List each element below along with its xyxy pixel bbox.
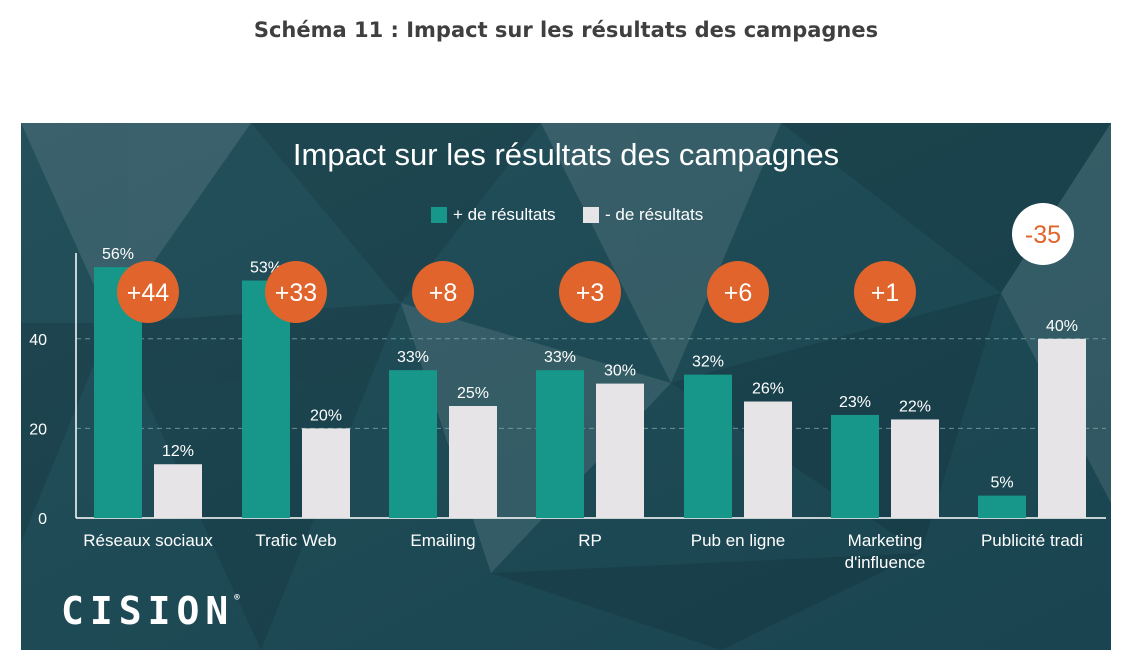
bar-minus	[154, 464, 202, 518]
bar-value-label: 22%	[899, 398, 931, 415]
difference-badge-label: +33	[275, 279, 317, 307]
category-labels: Réseaux sociaux Trafic Web Emailing RP Pub e…	[83, 531, 1083, 572]
y-tick-label: 40	[29, 332, 47, 349]
bar-plus	[536, 370, 584, 518]
bar-value-label: 5%	[990, 475, 1013, 492]
bar-value-label: 12%	[162, 443, 194, 460]
bar-plus	[242, 280, 290, 518]
chart-title: Impact sur les résultats des campagnes	[292, 137, 840, 172]
difference-badge-negative	[1012, 203, 1074, 265]
bar-minus	[302, 428, 350, 518]
bar-value-label: 20%	[310, 407, 342, 424]
category-label: Marketing d'influence	[845, 531, 926, 572]
bar-minus	[744, 401, 792, 518]
category-label: Publicité tradi	[981, 531, 1083, 550]
difference-badge-label: +8	[429, 279, 458, 307]
bar-minus	[449, 406, 497, 518]
difference-badge	[559, 261, 621, 323]
bars	[94, 267, 1086, 518]
bar-value-label: 33%	[544, 349, 576, 366]
legend-label-minus: - de résultats	[605, 205, 704, 224]
bar-value-label: 26%	[752, 381, 784, 398]
bar-plus	[389, 370, 437, 518]
cision-logo: CISION®	[61, 589, 240, 633]
bar-value-label: 32%	[692, 354, 724, 371]
difference-badge	[412, 261, 474, 323]
y-tick-label: 20	[29, 421, 47, 438]
page-caption: Schéma 11 : Impact sur les résultats des…	[253, 18, 879, 42]
bar-minus	[596, 383, 644, 518]
difference-badge-label: -35	[1025, 221, 1061, 249]
difference-badge-label: +3	[576, 279, 605, 307]
difference-badge-label: +44	[127, 279, 170, 307]
difference-badge	[854, 261, 916, 323]
legend-swatch-plus	[431, 207, 447, 223]
bar-minus	[891, 419, 939, 518]
bar-value-label: 33%	[397, 349, 429, 366]
bar-value-label: 30%	[604, 363, 636, 380]
bar-plus	[684, 374, 732, 518]
chart-panel: 0 20 40 56% 53% 33% 33% 32% 23% 5% 12% 20% 25% 30% 26…	[21, 123, 1111, 650]
bar-value-label: 23%	[839, 394, 871, 411]
bar-minus	[1038, 338, 1086, 518]
difference-badge	[117, 261, 179, 323]
category-label: Pub en ligne	[691, 531, 786, 550]
y-tick-label: 0	[38, 511, 47, 528]
bar-plus	[978, 495, 1026, 518]
category-label: RP	[578, 531, 602, 550]
difference-badge-label: +1	[871, 279, 900, 307]
bar-value-label: 40%	[1046, 318, 1078, 335]
category-label: Emailing	[410, 531, 475, 550]
legend-label-plus: + de résultats	[453, 205, 556, 224]
difference-badge	[265, 261, 327, 323]
category-label: Réseaux sociaux	[83, 531, 213, 550]
legend-item-minus: - de résultats	[583, 204, 703, 226]
legend-item-plus: + de résultats	[431, 204, 556, 226]
difference-badge-label: +6	[724, 279, 753, 307]
bar-value-label: 25%	[457, 385, 489, 402]
legend-swatch-minus	[583, 207, 599, 223]
difference-badge	[707, 261, 769, 323]
category-label: Trafic Web	[255, 531, 336, 550]
bar-plus	[831, 414, 879, 518]
difference-badges: +44 +33 +8 +3 +6 +1 -35	[117, 203, 1074, 323]
data-labels: 56%53%33% 33% 32%23%5%12%20%25%30%26%22%40…	[102, 246, 1078, 491]
bar-value-label: 56%	[102, 246, 134, 263]
